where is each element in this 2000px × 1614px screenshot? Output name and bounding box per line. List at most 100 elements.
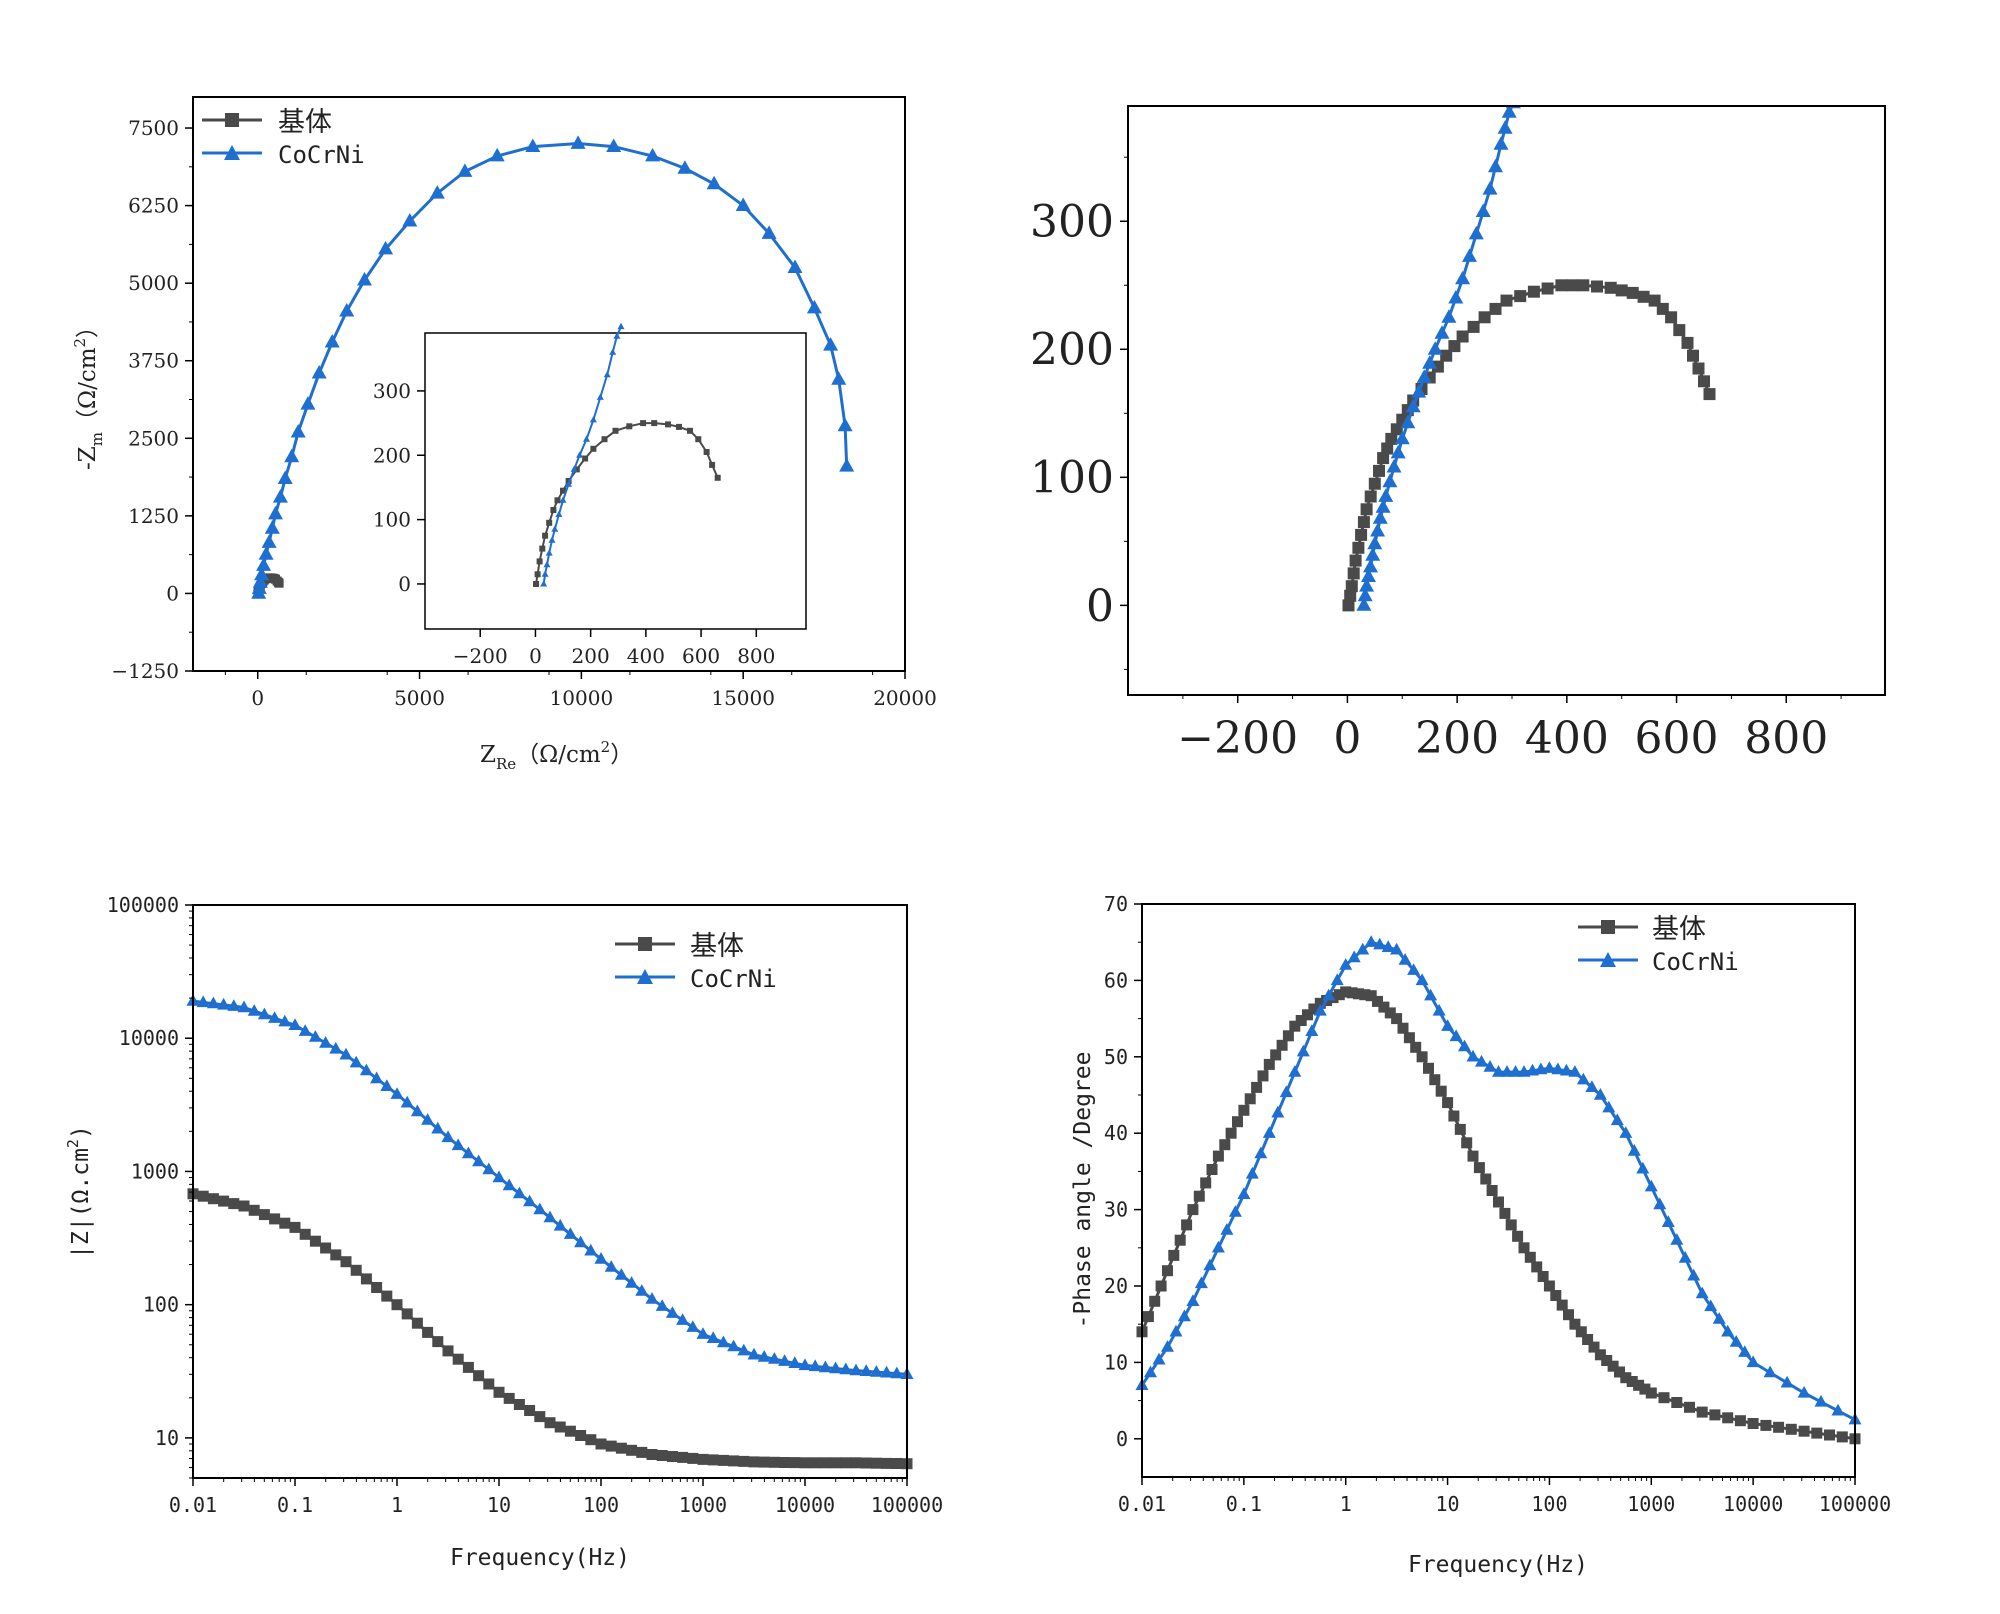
zoom-base-marker — [1385, 432, 1398, 445]
bode-phase-base-marker — [1225, 1127, 1237, 1139]
x-tick-label: 20000 — [873, 686, 937, 710]
zoom-cocrni-marker — [1363, 558, 1378, 573]
bode-mod-cocrni-marker — [237, 1000, 251, 1013]
zoom-base-marker — [1355, 528, 1368, 541]
bode-mod-base-marker — [258, 1209, 270, 1221]
zoom-base-marker — [1342, 599, 1355, 612]
bode-phase-panel: 0.01 0.1 1 10 100 1000 10000 100000 0 10 20 30 40 50 6… — [1070, 892, 1891, 1578]
bode-mod-base-marker — [432, 1336, 444, 1348]
bode-phase-base-marker — [1614, 1366, 1625, 1378]
zoom-base-marker — [1687, 349, 1699, 362]
bode-phase-base-marker — [1149, 1295, 1161, 1307]
zoom-base-marker — [1390, 423, 1403, 436]
x-tick-label: 0.1 — [277, 1493, 313, 1517]
legend-cocrni-label: CoCrNi — [690, 965, 777, 993]
inset-base-marker — [687, 427, 693, 434]
inset-cocrni-marker — [609, 348, 617, 355]
bode-mod-cocrni-marker — [512, 1186, 526, 1199]
bode-phase-base-marker — [1219, 1139, 1231, 1151]
inset-base-marker — [695, 436, 702, 443]
bode-mod-cocrni-marker — [584, 1243, 598, 1256]
bode-mod-cocrni-marker — [747, 1347, 761, 1360]
bode-mod-cocrni-marker — [849, 1363, 863, 1376]
bode-phase-base-marker — [1270, 1049, 1282, 1061]
bode-magnitude-panel: 0.01 0.1 1 10 100 1000 10000 100000 10 100 1000 100… — [64, 893, 943, 1571]
zoom-cocrni-marker — [1501, 106, 1517, 118]
bode-phase-legend: 基体 CoCrNi — [1578, 914, 1739, 976]
zoom-base-marker — [1381, 442, 1394, 455]
bode-phase-base-marker — [1238, 1104, 1250, 1116]
zoom-base-marker — [1368, 477, 1381, 490]
bode-mod-base-marker — [197, 1190, 209, 1202]
bode-mod-base-marker — [248, 1204, 260, 1216]
bode-mod-cocrni-marker — [492, 1170, 506, 1183]
bode-phase-cocrni-marker — [1661, 1215, 1675, 1227]
bode-mod-cocrni-marker — [727, 1339, 741, 1352]
zoom-base-marker — [1347, 567, 1360, 580]
bode-phase-base-marker — [1187, 1204, 1199, 1216]
y-tick-label: 40 — [1104, 1121, 1128, 1145]
bode-phase-base-marker — [1626, 1376, 1638, 1387]
zoom-cocrni-marker — [1482, 181, 1498, 195]
zoom-base-marker — [1527, 285, 1540, 298]
bode-phase-base-marker — [1524, 1251, 1536, 1263]
bode-mod-base-marker — [636, 1446, 648, 1458]
inset-base-marker — [601, 436, 608, 443]
zoom-cocrni-marker — [1488, 158, 1503, 173]
zoom-base-marker — [1681, 336, 1694, 349]
bode-mod-cocrni-marker — [574, 1235, 588, 1248]
bode-phase-base-marker — [1174, 1234, 1186, 1246]
bode-phase-cocrni-marker — [1186, 1294, 1200, 1306]
nyquist-cocrni-marker — [645, 147, 661, 162]
x-tick-label: 10000 — [775, 1493, 835, 1517]
y-tick-label: 200 — [373, 443, 411, 467]
bode-phase-base-marker — [1824, 1429, 1835, 1441]
inset-cocrni-marker — [613, 332, 621, 339]
bode-mod-cocrni-marker — [869, 1365, 883, 1377]
bode-phase-base-marker — [1607, 1360, 1619, 1372]
zoom-cocrni-marker — [1416, 369, 1432, 383]
nyquist-cocrni-marker — [402, 213, 418, 227]
bode-mod-cocrni-marker — [502, 1178, 516, 1191]
y-tick-label: 100 — [373, 508, 411, 532]
bode-mod-base-marker — [371, 1282, 383, 1293]
bode-phase-base-marker — [1575, 1326, 1587, 1338]
nyquist-cocrni-marker — [831, 371, 847, 385]
bode-mod-base-marker — [626, 1444, 638, 1456]
zoom-cocrni-marker — [1394, 430, 1410, 445]
bode-mod-x-label: Frequency(Hz) — [450, 1545, 630, 1571]
nyquist-cocrni-marker — [761, 225, 777, 239]
bode-phase-base-marker — [1588, 1341, 1600, 1353]
bode-mod-base-marker — [330, 1249, 342, 1261]
bode-phase-cocrni-marker — [1169, 1324, 1183, 1337]
zoom-base-marker — [1373, 464, 1385, 477]
bode-mod-base-marker — [483, 1378, 495, 1390]
zoom-base-marker — [1489, 302, 1502, 315]
zoom-cocrni-marker — [1497, 120, 1513, 134]
zoom-cocrni-marker — [1361, 568, 1376, 582]
nyquist-cocrni-marker — [378, 240, 394, 255]
x-tick-label: −200 — [1177, 713, 1298, 764]
inset-base-marker — [651, 420, 658, 427]
bode-phase-base-marker — [1760, 1419, 1772, 1431]
bode-mod-base-marker — [605, 1440, 617, 1452]
nyquist-cocrni-marker — [264, 520, 280, 534]
bode-mod-y-label: |Z|(Ω.cm2) — [64, 1125, 94, 1259]
y-tick-label: 0 — [1086, 581, 1114, 632]
bode-phase-base-marker — [1645, 1387, 1657, 1399]
bode-mod-cocrni-marker — [543, 1210, 557, 1223]
x-tick-label: 5000 — [394, 686, 445, 710]
bode-phase-cocrni-marker — [1729, 1335, 1743, 1347]
inset-base-marker — [542, 532, 549, 539]
y-tick-label: 60 — [1104, 968, 1128, 992]
bode-phase-base-marker — [1276, 1039, 1288, 1051]
nyquist-base-marker — [274, 578, 284, 588]
inset-base-marker — [534, 571, 541, 578]
zoom-base-marker — [1478, 311, 1491, 324]
bode-mod-cocrni-marker — [890, 1366, 904, 1379]
zoom-cocrni-marker — [1427, 341, 1443, 355]
bode-phase-base-marker — [1601, 1355, 1613, 1366]
bode-phase-base-marker — [1747, 1418, 1759, 1429]
bode-mod-base-marker — [870, 1457, 882, 1469]
